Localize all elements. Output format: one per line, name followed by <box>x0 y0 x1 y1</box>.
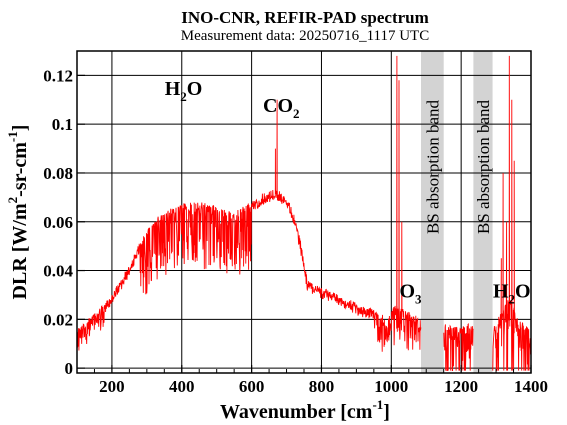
y-tick-label-4: 0.08 <box>43 164 73 183</box>
y-tick-label-6: 0.12 <box>43 66 73 85</box>
chart-subtitle: Measurement data: 20250716_1117 UTC <box>181 28 429 44</box>
x-tick-label-6: 1400 <box>514 377 548 396</box>
plot-frame <box>76 50 532 374</box>
annotation-1: CO2 <box>263 95 300 121</box>
grid-lines <box>77 51 532 373</box>
spectrum-line <box>76 55 532 372</box>
series-layer <box>76 55 532 372</box>
x-axis-label: Wavenumber [cm-1] <box>220 397 390 423</box>
annotations: H2O CO2 O3 H2O <box>165 78 531 306</box>
band-label-0: BS absorption band <box>423 99 442 234</box>
x-tick-label-3: 800 <box>309 377 335 396</box>
x-axis-ticks: 200 400 600 800 1000 1200 1400 <box>76 365 548 396</box>
y-tick-label-3: 0.06 <box>43 213 73 232</box>
x-tick-label-4: 1000 <box>374 377 408 396</box>
shaded-band-0 <box>420 51 444 373</box>
shaded-band-1 <box>473 51 493 373</box>
x-tick-label-5: 1200 <box>444 377 478 396</box>
y-tick-label-5: 0.1 <box>52 115 73 134</box>
shaded-bands: BS absorption band BS absorption band <box>420 51 493 373</box>
y-axis-ticks: 0 0.02 0.04 0.06 0.08 0.1 0.12 <box>43 66 85 378</box>
x-tick-label-1: 400 <box>169 377 195 396</box>
chart-title: INO-CNR, REFIR-PAD spectrum <box>181 8 429 27</box>
y-tick-label-1: 0.02 <box>43 310 73 329</box>
annotation-0: H2O <box>165 78 203 104</box>
y-axis-label: DLR [W/m2-sr-cm-1] <box>5 125 31 300</box>
annotation-3: H2O <box>493 280 531 306</box>
y-tick-label-0: 0 <box>65 359 74 378</box>
y-tick-label-2: 0.04 <box>43 262 73 281</box>
annotation-2: O3 <box>399 280 422 306</box>
band-label-1: BS absorption band <box>474 99 493 234</box>
x-tick-label-2: 600 <box>239 377 265 396</box>
x-tick-label-0: 200 <box>99 377 125 396</box>
